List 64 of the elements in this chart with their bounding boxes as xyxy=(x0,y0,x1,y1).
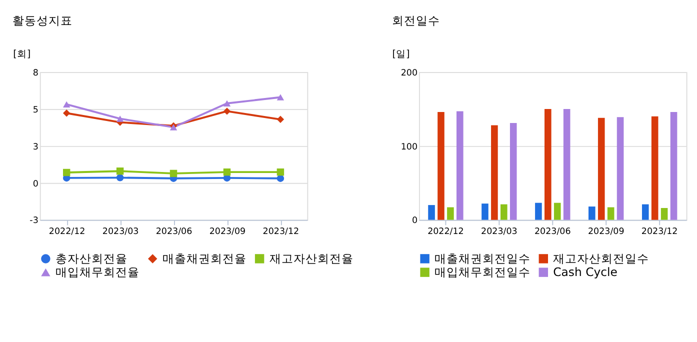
legend-label: 매출채권회전일수 xyxy=(434,252,531,266)
y-tick-label: 0 xyxy=(412,216,418,226)
point xyxy=(116,116,124,122)
y-tick-label: 5 xyxy=(32,105,38,116)
x-tick-label: 2022/12 xyxy=(48,226,86,237)
point xyxy=(223,100,231,107)
y-axis-title: [회] xyxy=(13,48,31,60)
bar xyxy=(607,207,614,220)
bar xyxy=(563,109,570,220)
bar xyxy=(438,112,444,220)
bar xyxy=(616,117,624,220)
chart-title: 회전일수 xyxy=(392,13,440,28)
bar xyxy=(598,118,605,220)
point xyxy=(62,101,70,108)
legend-label: 총자산회전율 xyxy=(55,252,128,266)
point xyxy=(116,168,124,175)
bar xyxy=(510,123,517,220)
chart-title: 활동성지표 xyxy=(12,13,73,28)
bar xyxy=(428,205,435,220)
bar xyxy=(554,202,561,220)
point xyxy=(170,170,178,178)
point xyxy=(116,174,124,182)
bar xyxy=(588,206,596,220)
y-tick-label: 100 xyxy=(400,142,418,152)
x-tick-label: 2022/12 xyxy=(428,226,464,237)
x-tick-label: 2023/09 xyxy=(209,226,246,237)
legend-label: 재고자산회전율 xyxy=(269,252,354,266)
legend-label: 매입채무회전율 xyxy=(55,265,140,280)
x-tick-label: 2023/03 xyxy=(102,226,139,237)
legend-label: 매입채무회전일수 xyxy=(434,265,531,280)
bar xyxy=(642,204,649,220)
bar xyxy=(535,202,542,220)
bar xyxy=(660,208,668,220)
bar xyxy=(491,125,498,220)
point xyxy=(276,116,284,124)
legend-label: 매출채권회전율 xyxy=(162,252,246,266)
x-tick-label: 2023/06 xyxy=(156,226,192,237)
bar xyxy=(544,109,552,220)
point xyxy=(62,110,70,117)
y-axis-title: [일] xyxy=(392,48,410,60)
bar xyxy=(670,112,678,220)
y-tick-label: 200 xyxy=(400,68,418,78)
y-tick-label: 0 xyxy=(32,179,38,190)
legend-label: Cash Cycle xyxy=(553,265,618,280)
point xyxy=(276,174,284,182)
x-tick-label: 2023/03 xyxy=(481,226,518,237)
bar xyxy=(482,204,488,220)
legend-label: 재고자산회전일수 xyxy=(553,252,650,266)
bar xyxy=(447,207,454,220)
y-tick-label: 3 xyxy=(32,142,38,152)
point xyxy=(62,168,70,176)
y-tick-label: -3 xyxy=(30,216,38,226)
point xyxy=(223,108,231,115)
y-tick-label: 8 xyxy=(32,68,38,78)
bar xyxy=(500,204,508,220)
x-tick-label: 2023/06 xyxy=(534,226,571,237)
x-tick-label: 2023/12 xyxy=(641,226,678,237)
point xyxy=(276,168,284,176)
x-tick-label: 2023/12 xyxy=(262,226,300,237)
bar xyxy=(456,111,464,220)
bar xyxy=(651,116,658,220)
point xyxy=(276,94,284,100)
x-tick-label: 2023/09 xyxy=(588,226,624,237)
point xyxy=(223,168,231,176)
